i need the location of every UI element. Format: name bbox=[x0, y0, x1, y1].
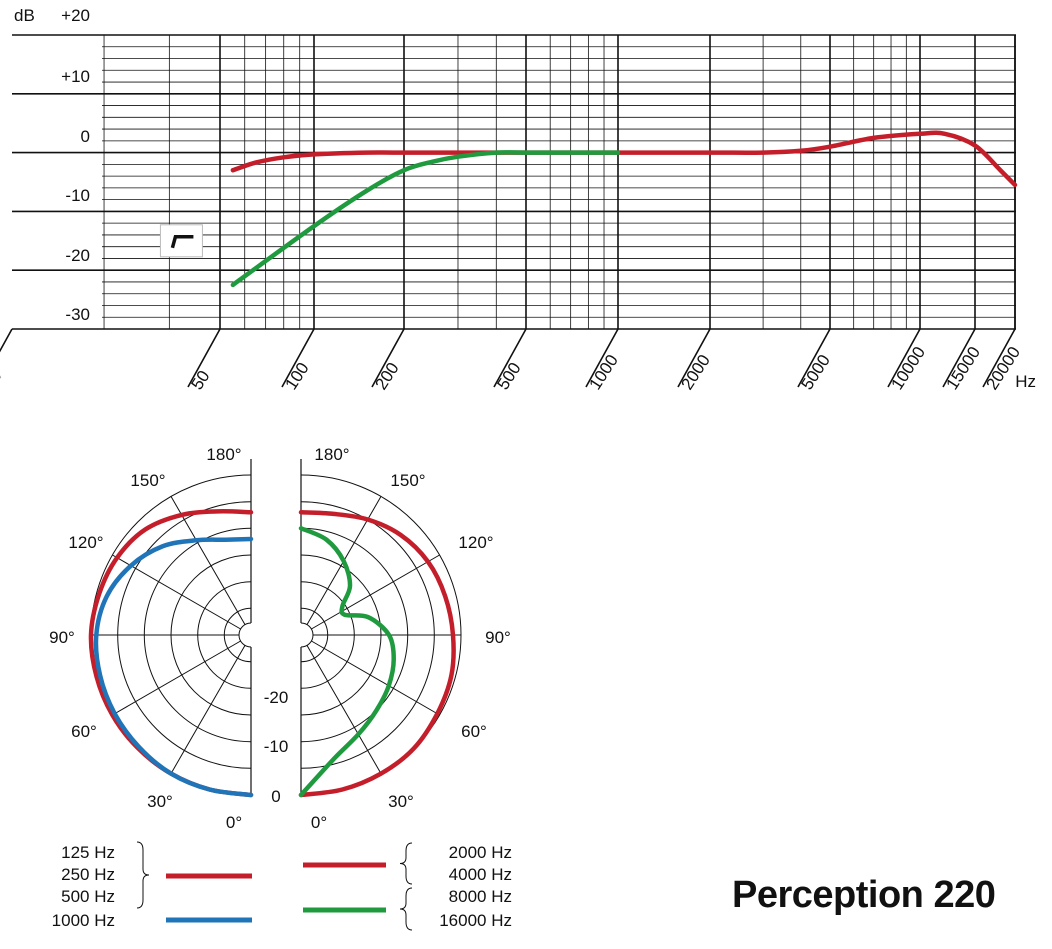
legend-label: 250 Hz bbox=[61, 865, 115, 884]
x-tick-mark bbox=[585, 328, 619, 388]
x-tick-mark bbox=[493, 328, 527, 388]
polar-series-right-red bbox=[298, 510, 456, 798]
y-tick-label: -20 bbox=[65, 246, 90, 265]
polar-ring bbox=[238, 622, 252, 648]
low-cut-filter-icon bbox=[159, 224, 203, 258]
y-tick-label: -10 bbox=[65, 186, 90, 205]
frequency-response-annotations bbox=[159, 224, 203, 258]
x-tick-label: 100 bbox=[281, 359, 312, 393]
legend-brace bbox=[399, 887, 413, 931]
angle-label: 30° bbox=[147, 792, 173, 811]
legend-brace bbox=[136, 841, 150, 909]
angle-label: 150° bbox=[130, 471, 165, 490]
angle-label: 120° bbox=[68, 533, 103, 552]
model-title: Perception 220 bbox=[732, 874, 996, 916]
x-tick-label: 200 bbox=[371, 359, 402, 393]
polar-spoke bbox=[112, 640, 241, 716]
legend-label: 500 Hz bbox=[61, 887, 115, 906]
x-tick-mark bbox=[797, 328, 831, 388]
radial-label: -20 bbox=[264, 688, 289, 707]
x-tick-mark bbox=[371, 328, 405, 388]
y-axis-label: dB bbox=[14, 6, 35, 25]
angle-label: 0° bbox=[226, 813, 242, 832]
angle-label: 150° bbox=[390, 471, 425, 490]
polar-series-left-blue bbox=[93, 536, 254, 798]
response-series-green bbox=[230, 150, 621, 288]
frequency-response-grid bbox=[12, 34, 1016, 330]
x-tick-label: 1000 bbox=[585, 351, 622, 393]
angle-label: 120° bbox=[458, 533, 493, 552]
x-tick-mark bbox=[677, 328, 711, 388]
polar-spoke bbox=[311, 640, 440, 716]
polar-series-right-green bbox=[298, 526, 396, 798]
x-tick-label: 50 bbox=[187, 367, 213, 393]
legend-label: 4000 Hz bbox=[449, 865, 512, 884]
angle-label: 0° bbox=[311, 813, 327, 832]
frequency-response-lines bbox=[230, 130, 1018, 288]
polar-labels: 0° 0° 30° 30° 60° 60° 90° 90° 120° 120° 150° 150° 18… bbox=[49, 445, 511, 832]
polar-series-left-red bbox=[88, 509, 254, 798]
legend-label: 16000 Hz bbox=[439, 911, 512, 930]
polar-spoke bbox=[306, 645, 382, 774]
angle-label: 60° bbox=[71, 722, 97, 741]
x-tick-label: 500 bbox=[493, 359, 524, 393]
legend-label: 125 Hz bbox=[61, 843, 115, 862]
low-cut-box bbox=[159, 224, 203, 258]
angle-label: 90° bbox=[485, 628, 511, 647]
x-tick-label: 2000 bbox=[677, 351, 714, 393]
polar-spoke bbox=[112, 554, 241, 630]
angle-label: 90° bbox=[49, 628, 75, 647]
polar-spoke bbox=[170, 645, 246, 774]
polar-lines bbox=[88, 509, 456, 798]
angle-label: 180° bbox=[314, 445, 349, 464]
x-tick-mark bbox=[942, 328, 976, 388]
x-tick-mark bbox=[887, 328, 921, 388]
x-tick-label: 20 bbox=[0, 367, 6, 393]
x-tick-mark bbox=[0, 328, 13, 353]
y-tick-label: +10 bbox=[61, 67, 90, 86]
angle-label: 180° bbox=[206, 445, 241, 464]
x-tick-label: 15000 bbox=[942, 343, 984, 393]
polar-grid bbox=[90, 459, 462, 796]
radial-label: -10 bbox=[264, 737, 289, 756]
y-tick-label: 0 bbox=[81, 127, 90, 146]
polar-spoke bbox=[311, 554, 440, 630]
radial-label: 0 bbox=[271, 787, 280, 806]
y-tick-label: +20 bbox=[61, 6, 90, 25]
x-tick-mark bbox=[982, 328, 1016, 388]
y-tick-label: -30 bbox=[65, 305, 90, 324]
x-axis-label: Hz bbox=[1015, 372, 1036, 391]
legend-label: 8000 Hz bbox=[449, 887, 512, 906]
legend-label: 1000 Hz bbox=[52, 911, 115, 930]
response-series-red bbox=[230, 130, 1018, 188]
legend-brace bbox=[399, 842, 413, 885]
low-cut-glyph bbox=[170, 235, 194, 249]
legend-label: 2000 Hz bbox=[449, 843, 512, 862]
angle-label: 60° bbox=[461, 722, 487, 741]
angle-label: 30° bbox=[388, 792, 414, 811]
x-tick-label: 5000 bbox=[797, 351, 834, 393]
polar-spoke bbox=[170, 496, 246, 625]
legend: 125 Hz 250 Hz 500 Hz 1000 Hz 2000 Hz 4000 Hz 8… bbox=[52, 841, 512, 931]
polar-ring bbox=[300, 622, 314, 648]
x-tick-mark bbox=[187, 328, 221, 388]
x-tick-mark bbox=[281, 328, 315, 388]
x-tick-label: 10000 bbox=[887, 343, 929, 393]
